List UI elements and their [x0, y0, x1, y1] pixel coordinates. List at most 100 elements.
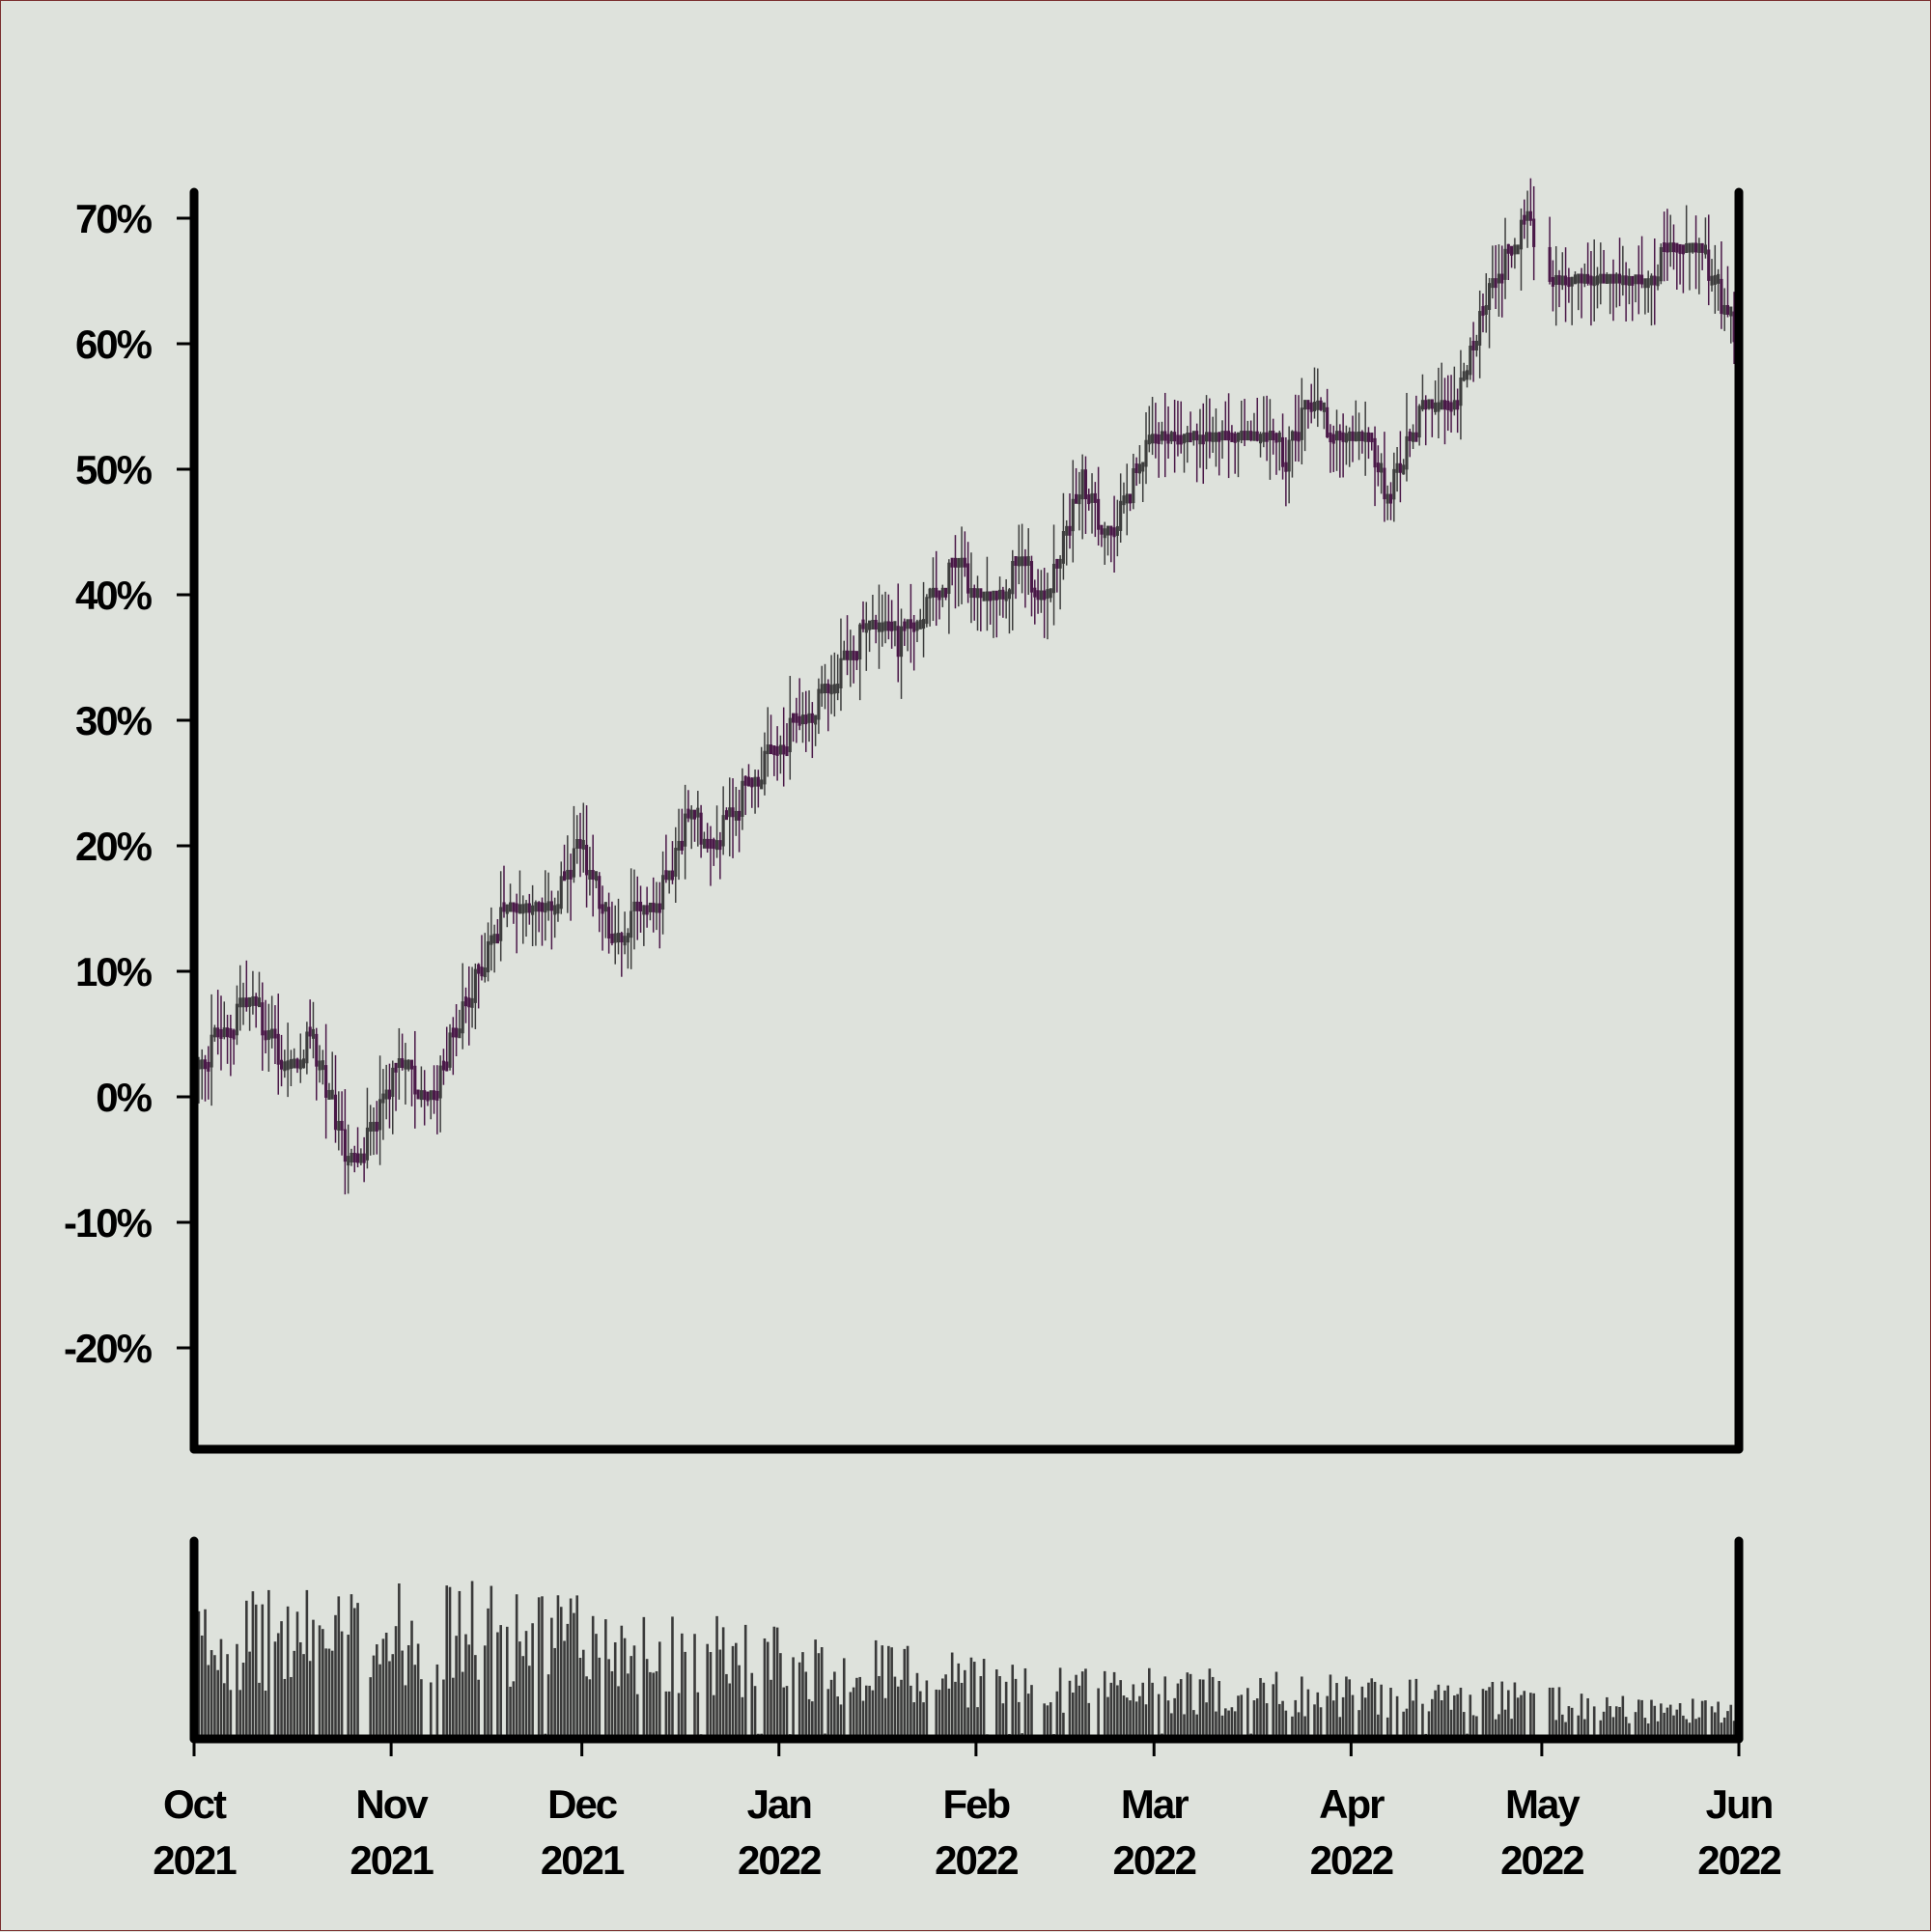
- volume-bar: [1666, 1708, 1669, 1739]
- volume-bar: [1141, 1683, 1144, 1739]
- volume-bar: [538, 1597, 541, 1739]
- candle-body: [865, 623, 868, 632]
- candle-body: [1126, 493, 1129, 503]
- volume-bar: [617, 1686, 620, 1739]
- volume-bar: [1123, 1695, 1126, 1739]
- volume-bar: [277, 1633, 280, 1739]
- volume-bar: [938, 1690, 941, 1739]
- volume-bar: [693, 1634, 696, 1739]
- volume-bar: [265, 1691, 267, 1739]
- volume-bar: [872, 1691, 875, 1739]
- candle-body: [858, 625, 861, 659]
- volume-bar: [248, 1652, 251, 1739]
- candle-body: [1342, 433, 1345, 442]
- volume-bar: [1364, 1697, 1367, 1739]
- candle-body: [1663, 242, 1665, 252]
- volume-bar: [1456, 1694, 1459, 1739]
- volume-bar: [910, 1686, 912, 1739]
- candle-body: [1386, 494, 1389, 504]
- volume-bar: [1523, 1691, 1525, 1739]
- candle-body: [480, 966, 483, 976]
- volume-bar: [299, 1642, 302, 1739]
- volume-bar: [319, 1625, 322, 1739]
- candle-body: [1240, 431, 1243, 440]
- candle-body: [312, 1029, 315, 1039]
- x-tick-month: Jun: [1706, 1781, 1773, 1827]
- volume-bar: [1421, 1704, 1424, 1739]
- candle-body: [1583, 274, 1586, 284]
- candle-body: [407, 1060, 410, 1070]
- volume-bar: [1367, 1683, 1370, 1739]
- candle-body: [1679, 244, 1682, 254]
- candle-body: [293, 1058, 295, 1068]
- volume-bar: [1187, 1672, 1189, 1739]
- candle-body: [1360, 432, 1363, 441]
- volume-bar: [779, 1653, 782, 1739]
- candle-body: [1122, 495, 1125, 505]
- candle-body: [607, 907, 610, 938]
- candle-body: [681, 841, 684, 851]
- candle-body: [1055, 559, 1058, 569]
- candle-body: [401, 1058, 404, 1068]
- volume-bar: [1177, 1684, 1180, 1739]
- volume-bar: [442, 1680, 445, 1739]
- candle-body: [1688, 243, 1691, 253]
- volume-bar: [624, 1638, 627, 1739]
- candle-body: [1355, 432, 1357, 441]
- volume-bar: [328, 1649, 331, 1739]
- candle-body: [1008, 589, 1011, 599]
- candle-body: [570, 870, 573, 880]
- candle-body: [801, 714, 804, 724]
- candle-body: [804, 714, 807, 724]
- candle-body: [388, 1090, 391, 1100]
- candle-body: [1281, 437, 1284, 467]
- candle-body: [1151, 434, 1154, 443]
- volume-bar: [912, 1702, 915, 1739]
- volume-bar: [407, 1645, 410, 1739]
- candle-body: [1469, 346, 1471, 375]
- candle-body: [674, 848, 677, 877]
- y-tick-label: 50%: [75, 447, 153, 492]
- candle-body: [807, 714, 810, 723]
- candle-body: [477, 965, 480, 974]
- volume-bar: [767, 1642, 770, 1739]
- volume-bar: [1097, 1689, 1100, 1739]
- candle-body: [1571, 277, 1574, 287]
- volume-bar: [1256, 1698, 1259, 1739]
- volume-bar: [293, 1651, 295, 1739]
- volume-bar: [1307, 1690, 1310, 1739]
- volume-bar: [1259, 1678, 1262, 1739]
- candle-body: [327, 1090, 330, 1100]
- candle-body: [1014, 556, 1017, 566]
- candle-body: [322, 1060, 324, 1070]
- volume-bar: [598, 1658, 601, 1739]
- candle-body: [725, 810, 728, 820]
- candle-body: [1532, 219, 1535, 247]
- volume-bar: [1151, 1683, 1154, 1739]
- volume-bar: [436, 1665, 439, 1739]
- candle-body: [1409, 432, 1412, 441]
- candle-body: [690, 810, 693, 820]
- volume-bar: [665, 1692, 668, 1739]
- volume-bar: [1507, 1691, 1510, 1739]
- candle-body: [210, 1035, 213, 1068]
- volume-bar: [274, 1641, 277, 1739]
- candle-body: [979, 588, 982, 598]
- candle-body: [1466, 370, 1469, 379]
- volume-bar: [1087, 1703, 1090, 1739]
- candle-body: [686, 809, 689, 819]
- volume-bar: [405, 1685, 407, 1739]
- candle-body: [1412, 433, 1414, 442]
- candle-body: [435, 1091, 438, 1101]
- candle-body: [646, 905, 649, 914]
- candle-body: [344, 1130, 347, 1162]
- candle-body: [760, 779, 763, 789]
- volume-bar: [547, 1674, 550, 1739]
- candle-body: [1230, 433, 1233, 442]
- candle-body: [1609, 274, 1611, 284]
- candle-body: [1491, 278, 1494, 288]
- candle-body: [302, 1058, 305, 1068]
- candle-body: [1129, 493, 1132, 503]
- volume-bar: [1653, 1706, 1656, 1739]
- volume-bar: [1406, 1709, 1409, 1739]
